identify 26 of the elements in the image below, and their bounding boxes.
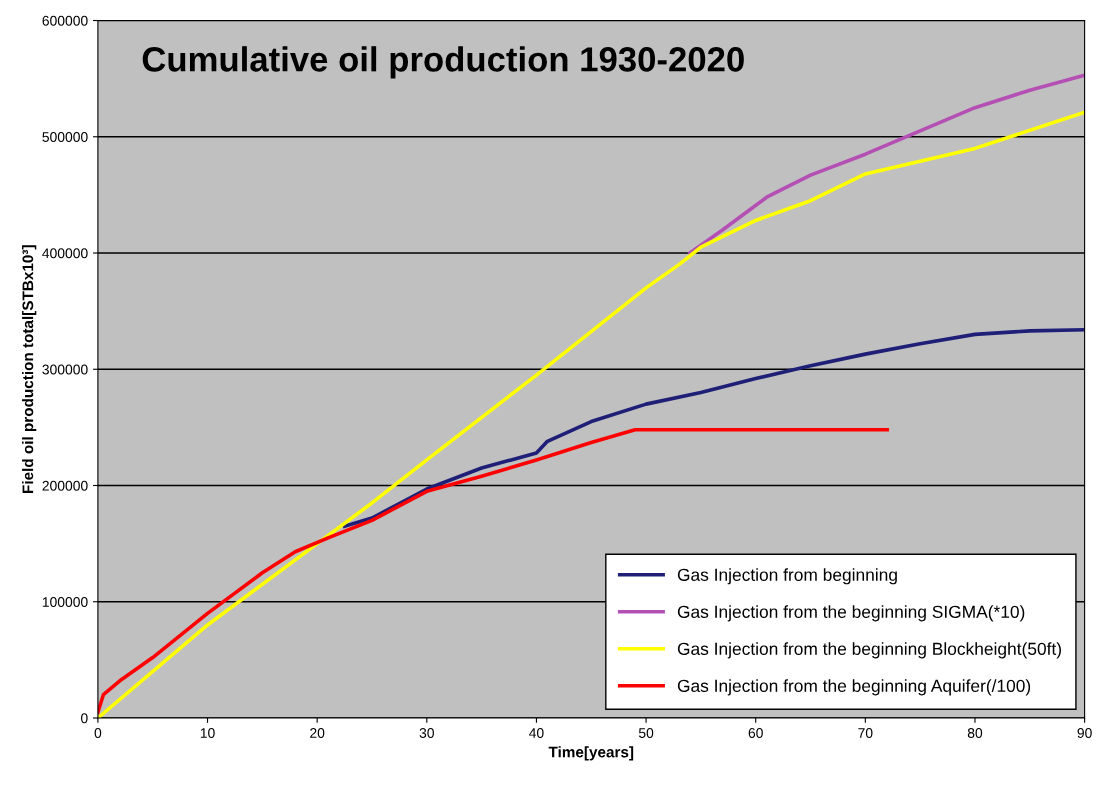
x-axis-title: Time[years] — [548, 746, 634, 761]
x-tick-label: 40 — [529, 728, 544, 738]
y-tick-label: 500000 — [42, 132, 88, 142]
legend-label: Gas Injection from beginning — [677, 568, 897, 585]
x-tick-label: 60 — [748, 728, 763, 738]
x-tick-label: 70 — [858, 728, 873, 738]
x-tick-label: 0 — [94, 728, 102, 738]
x-tick-label: 90 — [1077, 728, 1092, 738]
text: Cumulative oil production 1930-2020 — [142, 46, 744, 79]
y-tick-label: 0 — [81, 713, 88, 724]
legend-label: Gas Injection from the beginning SIGMA(*10) — [677, 605, 1025, 622]
x-tick-label: 20 — [310, 728, 325, 738]
x-tick-label: 50 — [638, 728, 654, 738]
y-tick-label: 300000 — [42, 364, 88, 375]
y-tick-label: 400000 — [42, 248, 88, 259]
y-tick-label: 100000 — [42, 597, 88, 607]
x-tick-label: 30 — [419, 728, 434, 738]
y-tick-label: 600000 — [42, 15, 88, 26]
y-axis-title: Field oil production total[STBx10³] — [22, 245, 37, 493]
line-series — [342, 327, 1085, 528]
x-tick-label: 10 — [200, 728, 215, 738]
legend-label: Gas Injection from the beginning Blockheight(50ft) — [677, 642, 1061, 659]
y-tick-label: 200000 — [42, 480, 88, 491]
legend-label: Gas Injection from the beginning Aquifer(/100) — [677, 679, 1031, 696]
line-series — [688, 73, 1085, 255]
x-tick-label: 80 — [967, 728, 983, 738]
